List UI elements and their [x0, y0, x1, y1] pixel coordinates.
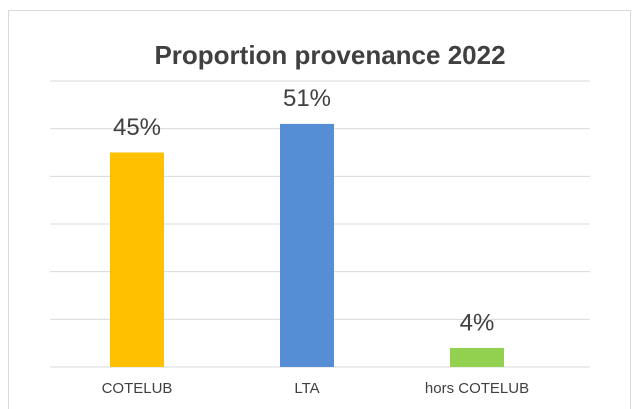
data-label: 51%: [283, 85, 331, 112]
bar: [110, 152, 164, 367]
bar: [450, 347, 504, 367]
x-tick-label: LTA: [294, 380, 319, 397]
x-tick-label: hors COTELUB: [425, 380, 529, 397]
data-label: 4%: [460, 309, 495, 336]
data-label: 45%: [113, 114, 161, 141]
bar: [280, 123, 334, 368]
chart-title: Proportion provenance 2022: [154, 40, 505, 70]
x-tick-label: COTELUB: [102, 380, 173, 397]
